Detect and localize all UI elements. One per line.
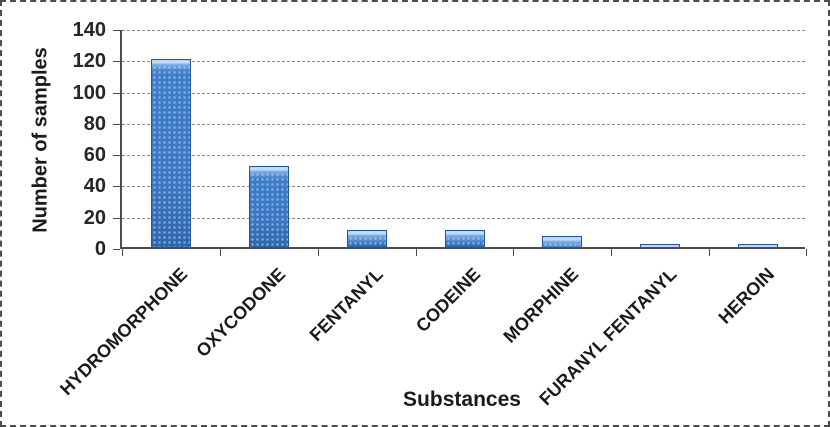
x-tick-label-text: OXYCODONE bbox=[192, 264, 289, 361]
x-axis-tick bbox=[709, 249, 711, 256]
gridline-100 bbox=[122, 92, 805, 94]
bar-codeine bbox=[444, 230, 485, 247]
y-tick-label: 120 bbox=[72, 50, 106, 73]
y-axis-tick bbox=[113, 123, 120, 125]
gridline-140 bbox=[122, 30, 805, 31]
x-axis-tick bbox=[219, 249, 221, 256]
bar-hydromorphone bbox=[150, 59, 191, 247]
y-tick-label: 140 bbox=[72, 19, 106, 41]
x-axis-tick bbox=[317, 249, 319, 256]
y-axis-tick bbox=[113, 61, 120, 63]
x-tick-label-text: HYDROMORPHONE bbox=[55, 264, 192, 400]
x-axis-tick bbox=[415, 249, 417, 256]
y-axis-tick bbox=[113, 155, 120, 157]
gridline-60 bbox=[122, 155, 805, 157]
bar-furanyl-fentanyl bbox=[640, 244, 681, 247]
gridline-40 bbox=[122, 186, 805, 188]
y-tick-label: 20 bbox=[83, 206, 106, 229]
bar-morphine bbox=[542, 236, 583, 247]
bar-heroin bbox=[738, 244, 779, 247]
plot-area bbox=[113, 30, 807, 256]
y-axis-tick bbox=[113, 186, 120, 188]
bar-fentanyl bbox=[346, 230, 387, 247]
y-tick-label: 100 bbox=[72, 81, 106, 104]
y-axis-tick bbox=[113, 249, 120, 250]
bar-oxycodone bbox=[248, 166, 289, 247]
x-axis-tick bbox=[122, 249, 123, 256]
gridline-80 bbox=[122, 123, 805, 125]
x-axis-tick bbox=[513, 249, 515, 256]
x-tick-label-text: HEROIN bbox=[714, 264, 779, 328]
y-axis-tick bbox=[113, 92, 120, 94]
gridline-120 bbox=[122, 61, 805, 63]
y-axis-tick bbox=[113, 30, 120, 31]
y-axis-title-text: Number of samples bbox=[29, 47, 52, 233]
y-tick-label: 0 bbox=[94, 238, 106, 260]
x-tick-label-text: FENTANYL bbox=[305, 264, 387, 346]
x-tick-label-text: MORPHINE bbox=[499, 264, 583, 347]
x-tick-label-text: CODEINE bbox=[412, 264, 485, 337]
x-axis-title: Substances bbox=[403, 388, 521, 411]
y-tick-label: 60 bbox=[83, 144, 106, 167]
x-axis-tick bbox=[806, 249, 807, 256]
y-tick-label: 80 bbox=[83, 112, 106, 135]
y-axis-tick bbox=[113, 217, 120, 219]
gridline-20 bbox=[122, 217, 805, 219]
x-axis-tick bbox=[611, 249, 613, 256]
y-tick-label: 40 bbox=[83, 175, 106, 198]
